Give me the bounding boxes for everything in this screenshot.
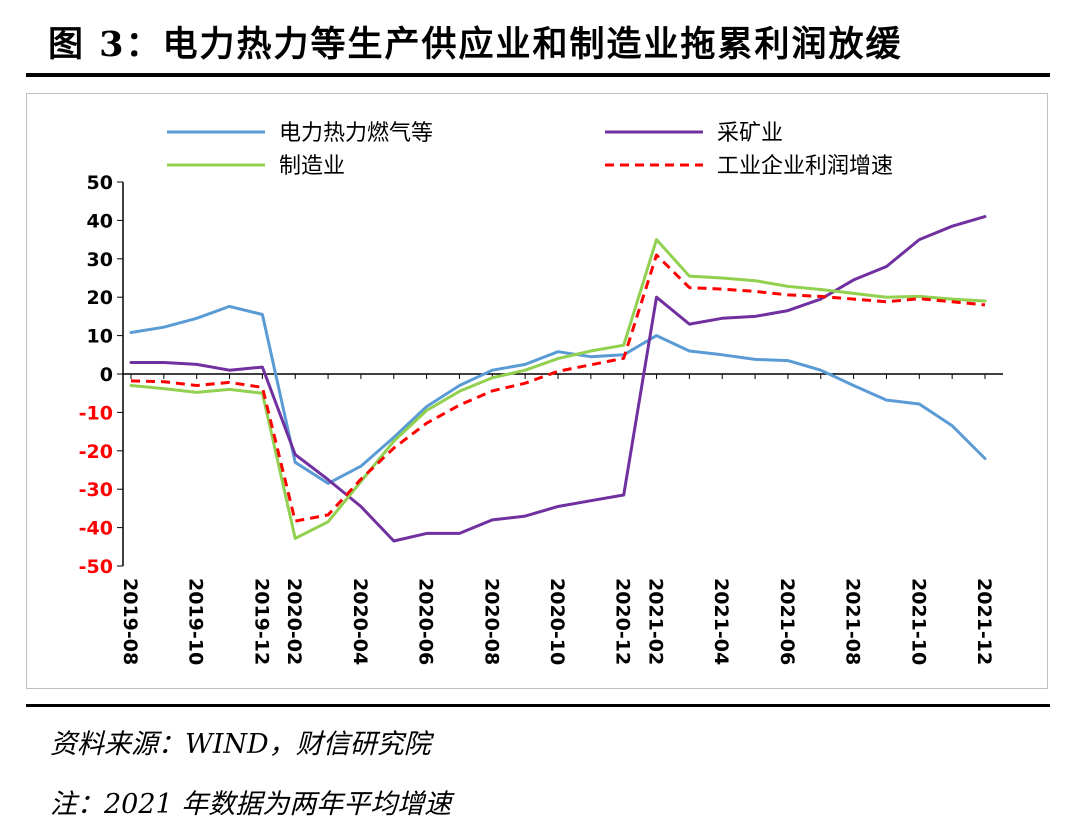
y-tick-label: -10 xyxy=(79,402,113,424)
bottom-rule xyxy=(26,704,1050,707)
x-tick-label: 2019-12 xyxy=(250,578,272,665)
x-tick-label: 2021-04 xyxy=(710,578,732,665)
x-tick-label: 2020-06 xyxy=(415,578,437,665)
footnote: 注：2021 年数据为两年平均增速 xyxy=(50,789,452,820)
y-tick-label: -50 xyxy=(79,556,113,578)
legend-label-0: 电力热力燃气等 xyxy=(279,121,433,146)
figure-title: 图 3：电力热力等生产供应业和制造业拖累利润放缓 xyxy=(48,24,903,65)
x-tick-label: 2020-10 xyxy=(546,578,568,665)
y-tick-label: 0 xyxy=(100,364,113,386)
chart-frame: 电力热力燃气等 采矿业制造业 工业企业利润增速 50 40 30 20 10 0 -10 -20 -… xyxy=(26,93,1048,689)
y-tick-label: 30 xyxy=(87,249,113,271)
y-tick-label: -40 xyxy=(79,518,113,540)
legend-label-1: 采矿业 xyxy=(717,121,783,146)
y-tick-label: 50 xyxy=(87,172,113,194)
x-tick-label: 2021-06 xyxy=(776,578,798,665)
x-tick-label: 2019-08 xyxy=(119,578,141,665)
x-tick-label: 2020-04 xyxy=(349,578,371,665)
x-tick-label: 2020-12 xyxy=(612,578,634,665)
series-line-1 xyxy=(129,215,987,543)
top-rule xyxy=(26,73,1050,77)
y-tick-label: 10 xyxy=(87,326,113,348)
x-tick-label: 2021-02 xyxy=(645,578,667,665)
legend-label-2: 制造业 xyxy=(279,154,345,179)
x-tick-label: 2020-08 xyxy=(480,578,502,665)
x-tick-label: 2021-12 xyxy=(973,578,995,665)
y-tick-label: 40 xyxy=(87,210,113,232)
y-tick-label: 20 xyxy=(87,287,113,309)
series-lines xyxy=(129,215,987,543)
x-tick-label: 2021-10 xyxy=(907,578,929,665)
x-tick-label: 2021-08 xyxy=(842,578,864,665)
series-line-2 xyxy=(129,238,987,540)
source-note: 资料来源：WIND，财信研究院 xyxy=(50,729,431,760)
y-tick-label: -30 xyxy=(79,479,113,501)
x-tick-label: 2020-02 xyxy=(283,578,305,665)
axes: 50 40 30 20 10 0 -10 -20 -30 -40 -50 2019-08 2019-10… xyxy=(79,172,1003,665)
legend-label-3: 工业企业利润增速 xyxy=(717,154,893,179)
y-tick-label: -20 xyxy=(79,441,113,463)
series-line-0 xyxy=(129,304,987,485)
x-tick-label: 2019-10 xyxy=(185,578,207,665)
